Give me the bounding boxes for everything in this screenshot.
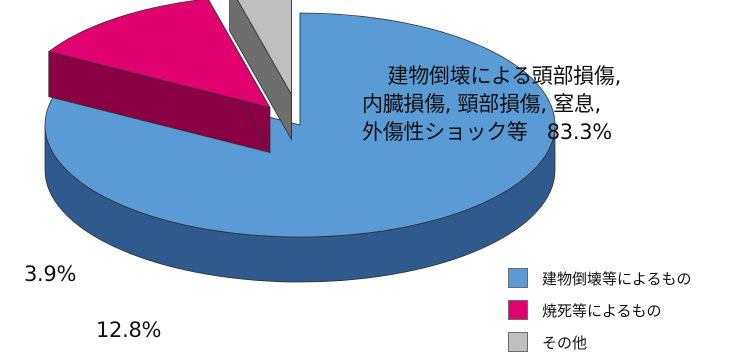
legend-swatch-burn xyxy=(508,300,528,320)
legend-label-burn: 焼死等によるもの xyxy=(542,301,662,320)
pie-slice-burn xyxy=(47,0,271,154)
slice-value-other: 3.9% xyxy=(24,262,77,286)
slice-top-burn xyxy=(47,0,271,109)
slice-top-building-collapse xyxy=(44,12,556,238)
legend-label-building-collapse: 建物倒壊等によるもの xyxy=(542,269,692,288)
slice-value-burn: 12.8% xyxy=(96,318,162,342)
slice-label-building-collapse: 建物倒壊による頭部損傷, 内臓損傷, 頸部損傷, 窒息, 外傷性ショック等 83… xyxy=(362,34,621,174)
legend-item-other: その他 xyxy=(508,326,692,358)
pie-slice-other xyxy=(229,0,292,141)
legend-label-other: その他 xyxy=(542,333,588,352)
legend: 建物倒壊等によるもの 焼死等によるもの その他 xyxy=(508,262,692,358)
slice-description-building-collapse: 建物倒壊による頭部損傷, 内臓損傷, 頸部損傷, 窒息, 外傷性ショック等 xyxy=(362,64,621,144)
slice-value-building-collapse: 83.3% xyxy=(546,120,613,144)
legend-swatch-other xyxy=(508,332,528,352)
legend-item-burn: 焼死等によるもの xyxy=(508,294,692,326)
slice-top-other xyxy=(237,0,292,96)
legend-item-building-collapse: 建物倒壊等によるもの xyxy=(508,262,692,294)
legend-swatch-building-collapse xyxy=(508,268,528,288)
